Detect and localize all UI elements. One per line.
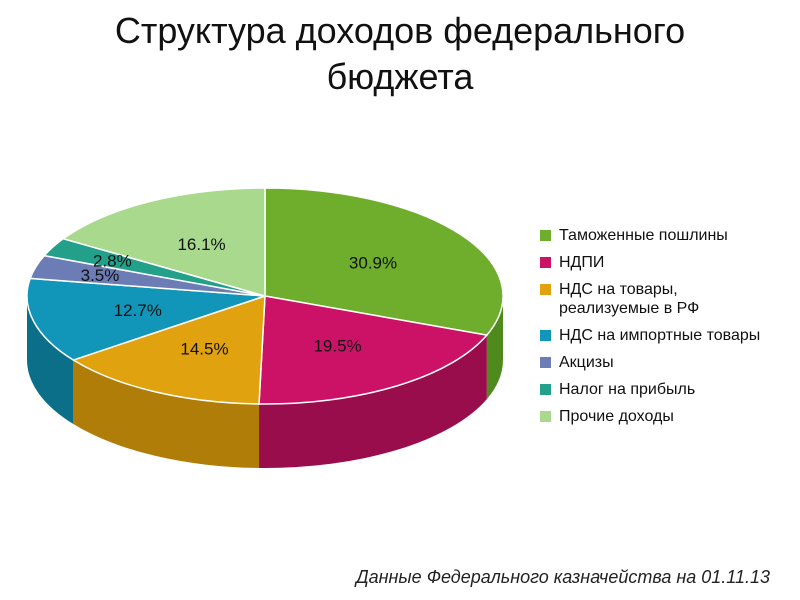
pie-data-label: 3.5%	[81, 266, 120, 285]
chart-legend: Таможенные пошлины НДПИ НДС на товары, реа…	[540, 226, 800, 434]
pie-slice	[258, 295, 489, 405]
legend-item: НДПИ	[540, 253, 800, 272]
legend-label: Налог на прибыль	[559, 381, 696, 398]
legend-label: Таможенные пошлины	[559, 227, 728, 244]
pie-data-label: 12.7%	[114, 301, 162, 320]
pie-slice	[26, 277, 266, 361]
legend-item: Акцизы	[540, 353, 800, 372]
pie-slice	[264, 187, 504, 336]
legend-swatch	[540, 330, 551, 341]
chart-title-line1: Структура доходов федерального	[114, 10, 686, 51]
legend-item: Прочие доходы	[540, 407, 800, 426]
pie-slice-side	[259, 335, 487, 468]
pie-tops	[26, 187, 504, 405]
legend-swatch	[540, 257, 551, 268]
pie-data-label: 14.5%	[180, 340, 228, 359]
legend-swatch	[540, 357, 551, 368]
legend-item: НДС на импортные товары	[540, 326, 800, 345]
chart-title-line2: бюджета	[326, 56, 474, 97]
legend-label: Прочие доходы	[559, 408, 674, 425]
legend-item: НДС на товары, реализуемые в РФ	[540, 280, 800, 318]
legend-swatch	[540, 384, 551, 395]
legend-label: НДПИ	[559, 254, 605, 271]
pie-data-label: 30.9%	[349, 253, 397, 272]
legend-label: Акцизы	[559, 354, 614, 371]
legend-item: Налог на прибыль	[540, 380, 800, 399]
source-note: Данные Федерального казначейства на 01.1…	[355, 567, 770, 587]
pie-data-label: 16.1%	[177, 235, 225, 254]
legend-swatch	[540, 284, 551, 295]
pie-data-label: 2.8%	[93, 252, 132, 271]
pie-slice-side	[73, 360, 260, 468]
pie-slice-side	[27, 296, 74, 425]
chart-title: Структура доходов федерального бюджета	[60, 8, 740, 100]
pie-slice	[61, 187, 266, 297]
legend-swatch	[540, 230, 551, 241]
legend-label: НДС на товары, реализуемые в РФ	[559, 281, 700, 317]
pie-data-label: 19.5%	[313, 336, 361, 355]
legend-label: НДС на импортные товары	[559, 327, 761, 344]
pie-sides	[27, 296, 503, 468]
pie-slice	[71, 294, 266, 405]
pie-slice-side	[486, 296, 503, 400]
pie-labels: 30.9% 19.5% 14.5% 12.7% 3.5%2.8% 16.1%	[81, 235, 398, 359]
legend-item: Таможенные пошлины	[540, 226, 800, 245]
legend-swatch	[540, 411, 551, 422]
